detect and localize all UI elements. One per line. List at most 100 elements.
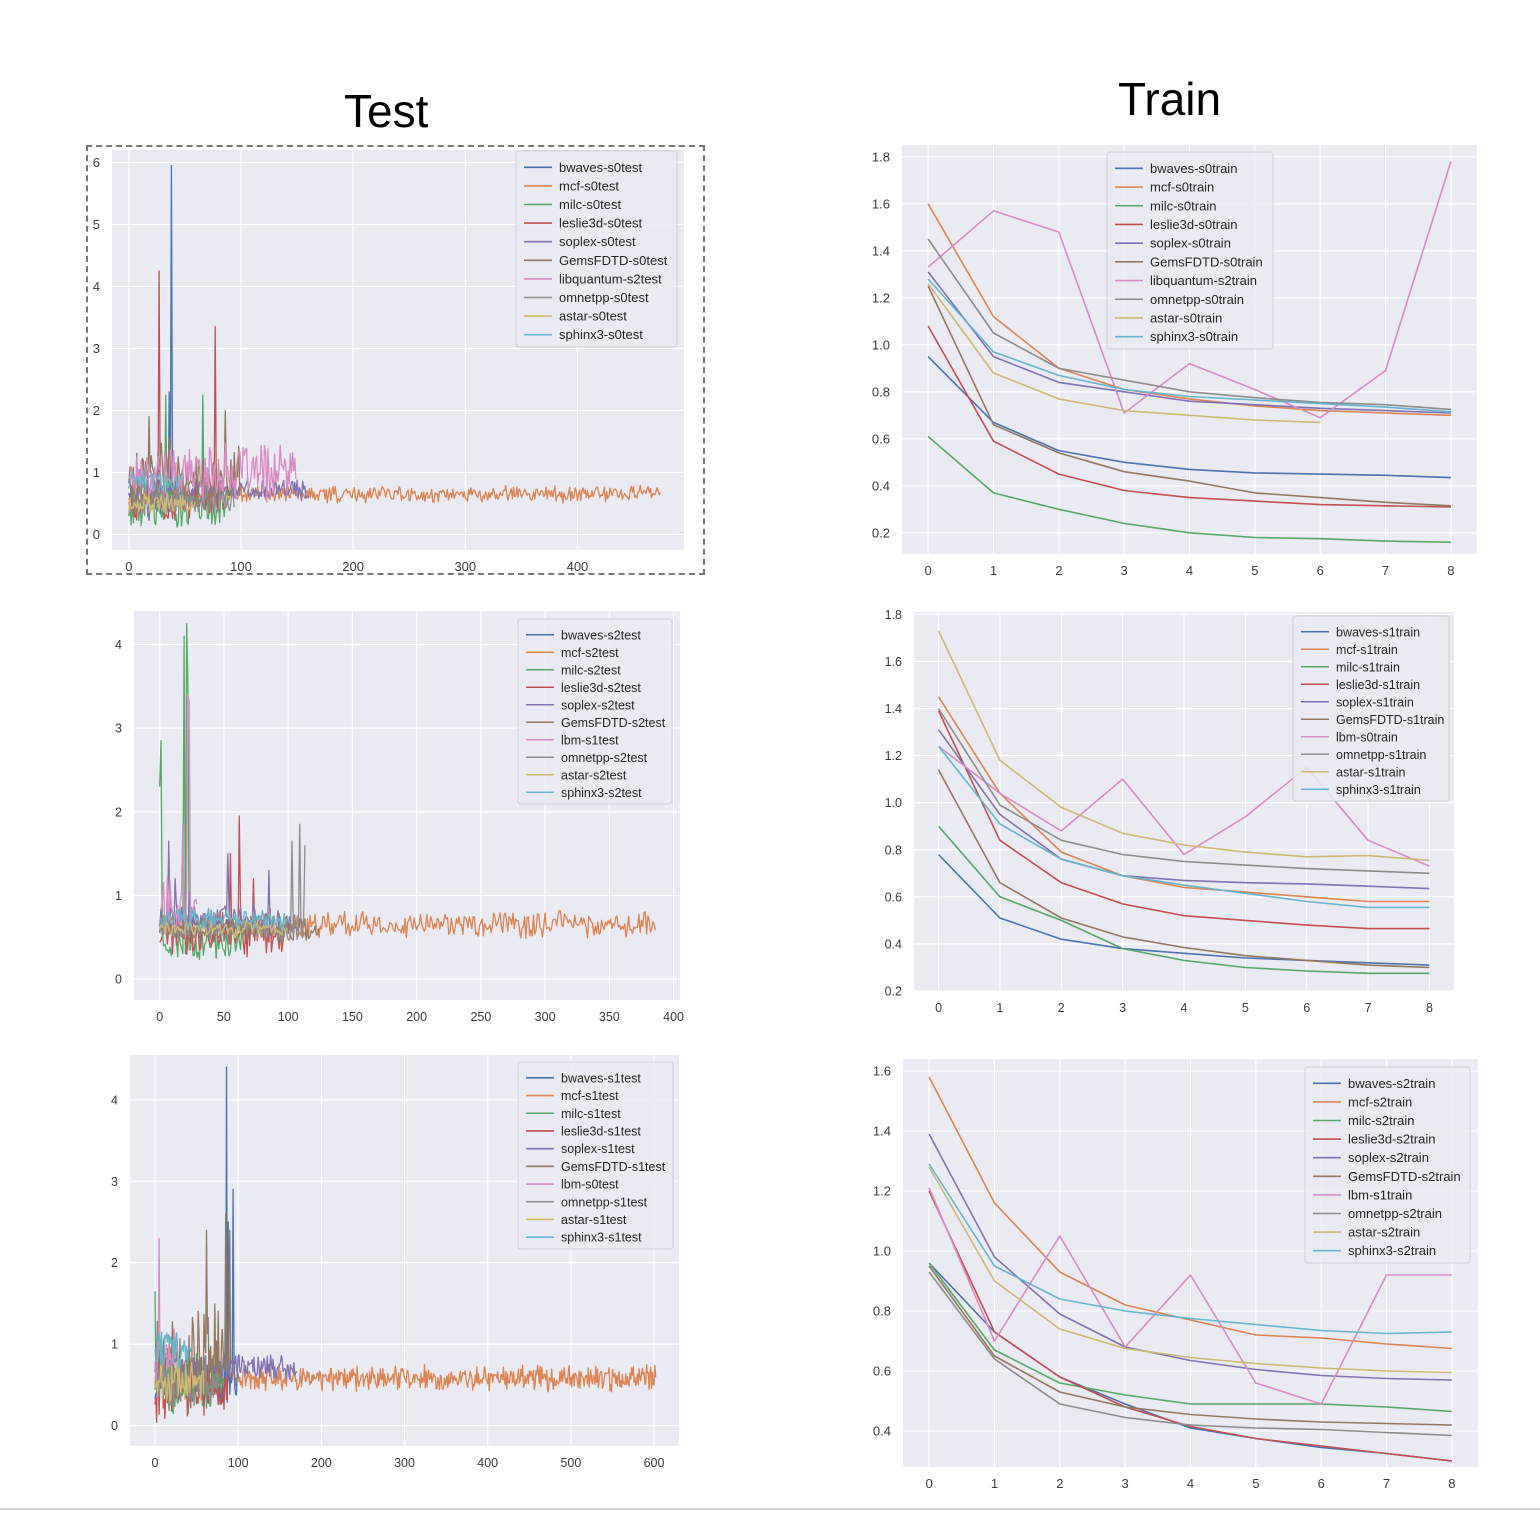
y-tick-label: 1.2	[885, 749, 902, 763]
series-line-omnetpp	[928, 1271, 1452, 1437]
legend-label: sphinx3-s0test	[559, 327, 643, 342]
train-column-heading: Train	[1118, 73, 1222, 125]
legend-label: omnetpp-s1train	[1336, 748, 1426, 762]
y-tick-label: 1.4	[885, 702, 902, 716]
series-line-GemsFDTD	[159, 913, 320, 946]
y-tick-label: 1.0	[885, 796, 902, 810]
legend-label: astar-s1test	[561, 1213, 627, 1227]
x-tick-label: 0	[925, 563, 932, 578]
y-tick-label: 0.2	[872, 525, 890, 540]
y-tick-label: 0.8	[872, 384, 890, 399]
legend-label: leslie3d-s2train	[1348, 1132, 1435, 1147]
y-tick-label: 2	[93, 403, 100, 418]
legend-label: soplex-s1test	[561, 1142, 635, 1156]
legend-label: soplex-s2train	[1348, 1150, 1429, 1165]
series-line-lib	[927, 161, 1452, 419]
legend-label: omnetpp-s0train	[1150, 292, 1244, 307]
legend-box	[1106, 151, 1274, 350]
series-line-leslie3d	[937, 710, 1430, 930]
legend-label: lbm-s1train	[1348, 1187, 1412, 1202]
legend-label: milc-s0train	[1150, 198, 1216, 213]
x-tick-label: 600	[644, 1456, 665, 1470]
legend-label: lbm-s0test	[561, 1178, 619, 1192]
y-tick-label: 3	[93, 341, 100, 356]
dashed-selection-box	[86, 145, 705, 575]
legend-label: omnetpp-s2test	[561, 751, 648, 765]
legend-label: omnetpp-s2train	[1348, 1206, 1442, 1221]
x-tick-label: 5	[1251, 563, 1258, 578]
legend-label: bwaves-s1train	[1336, 625, 1420, 639]
legend-label: omnetpp-s0test	[559, 290, 649, 305]
legend-label: soplex-s0test	[559, 234, 636, 249]
legend-label: bwaves-s2test	[561, 628, 641, 642]
series-line-astar	[937, 630, 1430, 862]
x-tick-label: 8	[1448, 1476, 1455, 1491]
legend-label: mcf-s0test	[559, 178, 619, 193]
bottom-divider	[0, 1508, 1540, 1510]
x-tick-label: 7	[1383, 1476, 1390, 1491]
x-tick-label: 50	[217, 1010, 231, 1024]
x-tick-label: 0	[125, 559, 132, 574]
legend-label: leslie3d-s2test	[561, 681, 641, 695]
legend-label: libquantum-s2train	[1150, 273, 1257, 288]
series-line-lib	[128, 442, 297, 504]
y-tick-label: 1.6	[872, 196, 890, 211]
legend-label: lbm-s1test	[561, 733, 619, 747]
legend-label: GemsFDTD-s0test	[559, 253, 668, 268]
legend-label: GemsFDTD-s1train	[1336, 713, 1444, 727]
y-tick-label: 2	[111, 1256, 118, 1270]
x-tick-label: 4	[1181, 1001, 1188, 1015]
x-tick-label: 4	[1186, 563, 1193, 578]
series-line-lib	[154, 1237, 180, 1382]
test-column-heading: Test	[344, 85, 429, 137]
series-line-omnetpp	[159, 823, 306, 943]
y-tick-label: 4	[93, 279, 100, 294]
x-tick-label: 400	[477, 1456, 498, 1470]
legend-label: leslie3d-s0train	[1150, 217, 1237, 232]
y-tick-label: 1	[93, 465, 100, 480]
y-tick-label: 0.4	[873, 1424, 891, 1439]
series-line-sphinx3	[937, 745, 1430, 909]
y-tick-label: 1.4	[872, 243, 890, 258]
y-tick-label: 3	[111, 1175, 118, 1189]
x-tick-label: 2	[1055, 563, 1062, 578]
y-tick-label: 0.6	[885, 890, 902, 904]
x-tick-label: 3	[1121, 563, 1128, 578]
legend-label: sphinx3-s1train	[1336, 783, 1421, 797]
x-tick-label: 0	[935, 1001, 942, 1015]
series-line-GemsFDTD	[928, 1265, 1452, 1426]
legend-label: sphinx3-s2train	[1348, 1243, 1436, 1258]
x-tick-label: 150	[342, 1010, 363, 1024]
legend-label: bwaves-s0train	[1150, 161, 1237, 176]
legend-box	[517, 1061, 674, 1250]
x-tick-label: 8	[1447, 563, 1454, 578]
x-tick-label: 300	[394, 1456, 415, 1470]
x-tick-label: 100	[230, 559, 252, 574]
series-line-astar	[927, 283, 1321, 424]
series-line-milc	[928, 1262, 1452, 1413]
legend-label: astar-s2test	[561, 768, 627, 782]
y-tick-label: 0.4	[872, 478, 890, 493]
x-tick-label: 400	[663, 1010, 684, 1024]
legend-label: soplex-s1train	[1336, 695, 1414, 709]
series-line-mcf	[928, 1076, 1452, 1350]
series-line-lib	[928, 1187, 1452, 1405]
x-tick-label: 2	[1058, 1001, 1065, 1015]
legend-label: GemsFDTD-s1test	[561, 1160, 666, 1174]
x-tick-label: 1	[990, 563, 997, 578]
series-line-milc	[927, 435, 1451, 543]
y-tick-label: 6	[93, 155, 100, 170]
x-tick-label: 100	[228, 1456, 249, 1470]
legend-label: bwaves-s2train	[1348, 1076, 1435, 1091]
y-tick-label: 2	[115, 805, 122, 819]
x-tick-label: 6	[1317, 563, 1324, 578]
y-tick-label: 4	[115, 638, 122, 652]
series-line-GemsFDTD	[937, 769, 1430, 969]
y-tick-label: 1.4	[873, 1124, 891, 1139]
legend-label: milc-s2train	[1348, 1113, 1414, 1128]
y-tick-label: 1.2	[872, 290, 890, 305]
y-tick-label: 1.0	[873, 1244, 891, 1259]
x-tick-label: 0	[156, 1010, 163, 1024]
